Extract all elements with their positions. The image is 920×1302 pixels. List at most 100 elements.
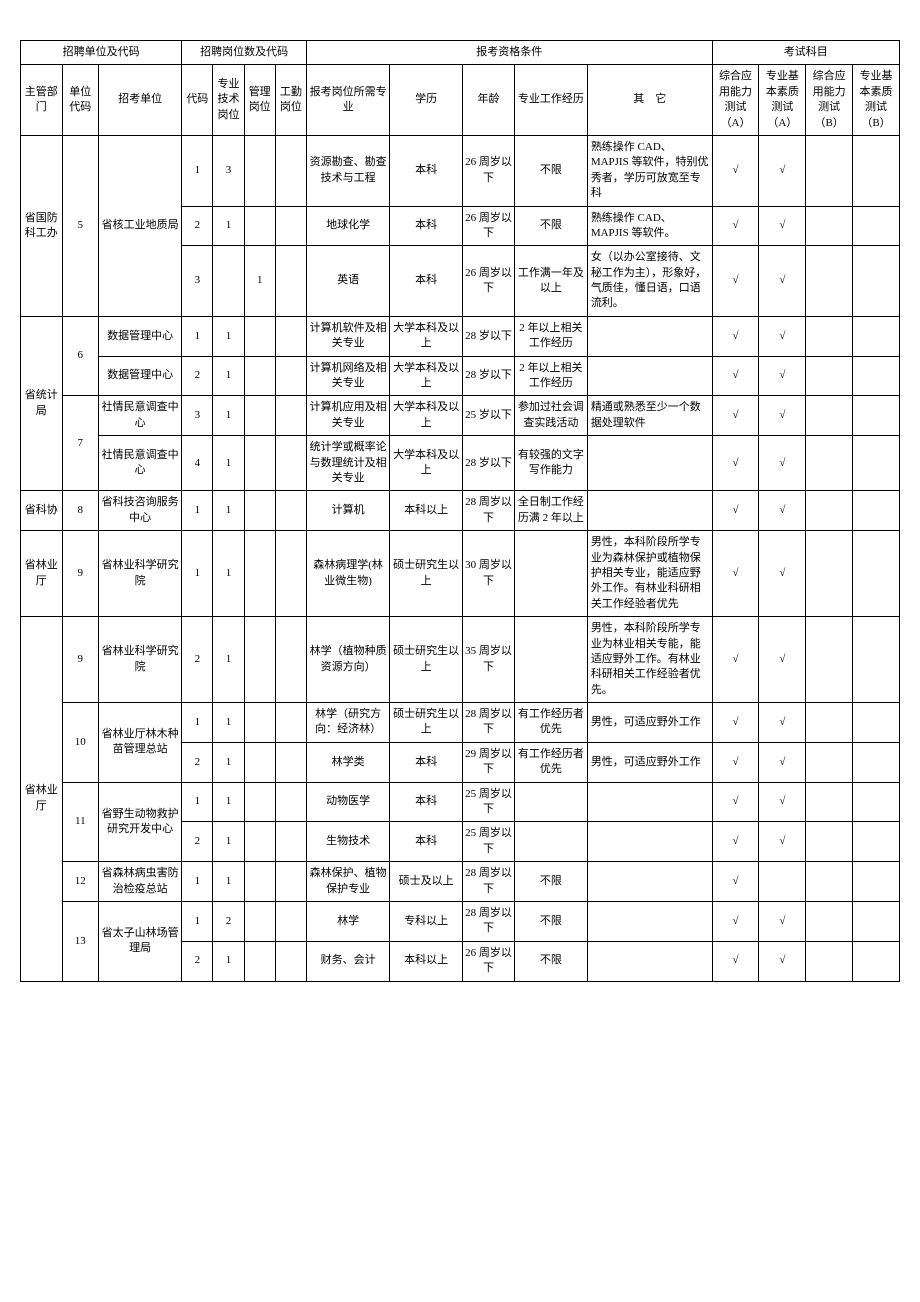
cell-code: 2 (182, 742, 213, 782)
cell-tA2: √ (759, 531, 806, 617)
cell-tA2: √ (759, 617, 806, 703)
cell-tB2 (853, 822, 900, 862)
cell-other: 熟练操作 CAD、MAPJIS 等软件。 (587, 206, 712, 246)
cell-other: 男性，可适应野外工作 (587, 703, 712, 743)
cell-major: 财务、会计 (306, 941, 389, 981)
cell-major: 计算机应用及相关专业 (306, 396, 389, 436)
table-header: 招聘单位及代码 招聘岗位数及代码 报考资格条件 考试科目 主管部门 单位代码 招… (21, 41, 900, 136)
table-row: 10省林业厅林木种苗管理总站11林学（研究方向：经济林）硕士研究生以上28 周岁… (21, 703, 900, 743)
hdr-testA1: 综合应用能力测试（A） (712, 65, 759, 136)
cell-age: 26 周岁以下 (463, 246, 515, 317)
cell-tB2 (853, 396, 900, 436)
cell-code: 2 (182, 356, 213, 396)
cell-edu: 大学本科及以上 (390, 356, 463, 396)
cell-other (587, 436, 712, 491)
cell-major: 生物技术 (306, 822, 389, 862)
cell-dept: 省林业厅 (21, 531, 63, 617)
cell-code: 2 (182, 617, 213, 703)
cell-tB1 (806, 531, 853, 617)
cell-unit: 省森林病虫害防治检疫总站 (99, 862, 182, 902)
cell-major: 森林病理学(林业微生物) (306, 531, 389, 617)
cell-tA1: √ (712, 135, 759, 206)
cell-tA1: √ (712, 531, 759, 617)
cell-tB1 (806, 356, 853, 396)
cell-unit: 数据管理中心 (99, 356, 182, 396)
cell-major: 计算机 (306, 491, 389, 531)
hdr-edu: 学历 (390, 65, 463, 136)
hdr-major: 报考岗位所需专业 (306, 65, 389, 136)
cell-code: 1 (182, 901, 213, 941)
cell-tA1: √ (712, 396, 759, 436)
cell-tB2 (853, 316, 900, 356)
cell-age: 28 周岁以下 (463, 703, 515, 743)
cell-other (587, 941, 712, 981)
cell-age: 25 周岁以下 (463, 822, 515, 862)
cell-exp: 全日制工作经历满 2 年以上 (515, 491, 588, 531)
cell-p1: 1 (213, 742, 244, 782)
table-row: 省统计局6数据管理中心11计算机软件及相关专业大学本科及以上28 岁以下2 年以… (21, 316, 900, 356)
cell-tB2 (853, 901, 900, 941)
cell-exp: 不限 (515, 862, 588, 902)
recruitment-table: 招聘单位及代码 招聘岗位数及代码 报考资格条件 考试科目 主管部门 单位代码 招… (20, 40, 900, 982)
cell-edu: 本科 (390, 206, 463, 246)
cell-tA1: √ (712, 436, 759, 491)
cell-code: 1 (182, 782, 213, 822)
cell-unit: 省科技咨询服务中心 (99, 491, 182, 531)
cell-exp: 有较强的文字写作能力 (515, 436, 588, 491)
cell-major: 资源勘查、勘查技术与工程 (306, 135, 389, 206)
cell-other (587, 862, 712, 902)
table-row: 社情民意调查中心41统计学或概率论与数理统计及相关专业大学本科及以上28 岁以下… (21, 436, 900, 491)
cell-edu: 大学本科及以上 (390, 396, 463, 436)
cell-p3 (275, 703, 306, 743)
cell-edu: 硕士研究生以上 (390, 703, 463, 743)
cell-unit: 省野生动物救护研究开发中心 (99, 782, 182, 862)
cell-edu: 本科以上 (390, 941, 463, 981)
cell-p3 (275, 491, 306, 531)
cell-other (587, 356, 712, 396)
cell-p3 (275, 822, 306, 862)
cell-major: 森林保护、植物保护专业 (306, 862, 389, 902)
cell-p1: 1 (213, 531, 244, 617)
cell-exp: 工作满一年及以上 (515, 246, 588, 317)
cell-age: 28 周岁以下 (463, 862, 515, 902)
hdr-testB1: 综合应用能力测试（B） (806, 65, 853, 136)
cell-p2 (244, 862, 275, 902)
cell-p3 (275, 782, 306, 822)
cell-code: 3 (182, 396, 213, 436)
cell-unit: 省林业厅林木种苗管理总站 (99, 703, 182, 783)
cell-tA1: √ (712, 822, 759, 862)
cell-p1: 1 (213, 206, 244, 246)
cell-ucode: 10 (62, 703, 98, 783)
hdr-ucode: 单位代码 (62, 65, 98, 136)
cell-tB1 (806, 782, 853, 822)
cell-age: 28 岁以下 (463, 316, 515, 356)
cell-edu: 本科 (390, 135, 463, 206)
cell-ucode: 13 (62, 901, 98, 981)
cell-p3 (275, 206, 306, 246)
hdr-dept: 主管部门 (21, 65, 63, 136)
cell-p3 (275, 742, 306, 782)
cell-p2 (244, 742, 275, 782)
hdr-exp: 专业工作经历 (515, 65, 588, 136)
cell-tA2: √ (759, 396, 806, 436)
cell-dept: 省科协 (21, 491, 63, 531)
cell-tA1: √ (712, 356, 759, 396)
cell-tA2: √ (759, 822, 806, 862)
cell-tB1 (806, 617, 853, 703)
cell-p2 (244, 531, 275, 617)
cell-other: 男性，本科阶段所学专业为森林保护或植物保护相关专业，能适应野外工作。有林业科研相… (587, 531, 712, 617)
cell-unit: 省核工业地质局 (99, 135, 182, 316)
cell-tA1: √ (712, 206, 759, 246)
cell-ucode: 7 (62, 396, 98, 491)
cell-major: 林学类 (306, 742, 389, 782)
cell-dept: 省国防科工办 (21, 135, 63, 316)
hdr-age: 年龄 (463, 65, 515, 136)
cell-code: 2 (182, 822, 213, 862)
cell-tA1: √ (712, 617, 759, 703)
cell-other: 熟练操作 CAD、MAPJIS 等软件，特别优秀者，学历可放宽至专科 (587, 135, 712, 206)
cell-tA2: √ (759, 206, 806, 246)
cell-tB1 (806, 822, 853, 862)
cell-p1: 1 (213, 436, 244, 491)
cell-tA1: √ (712, 782, 759, 822)
cell-p2 (244, 135, 275, 206)
